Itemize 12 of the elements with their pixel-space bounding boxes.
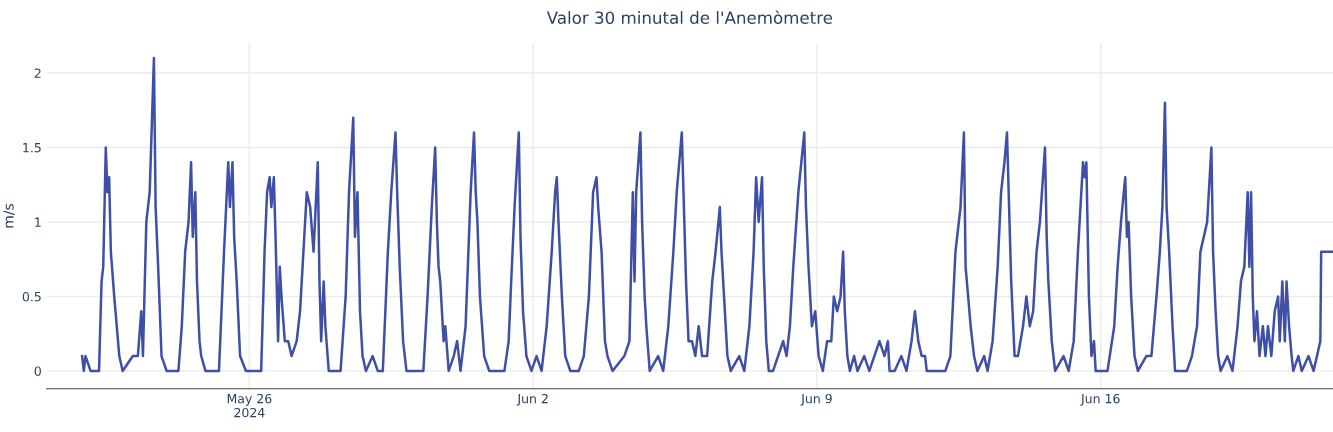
x-tick-label: Jun 9 bbox=[800, 393, 832, 406]
x-tick-label: Jun 16 bbox=[1080, 393, 1120, 406]
y-tick-label: 1.5 bbox=[23, 143, 41, 153]
chart-title: Valor 30 minutal de l'Anemòmetre bbox=[546, 10, 833, 24]
y-tick-label: 0.5 bbox=[22, 291, 41, 302]
y-tick-label: 2 bbox=[34, 68, 41, 78]
y-tick-label: 1 bbox=[35, 217, 41, 227]
y-axis-title: m/s bbox=[3, 203, 15, 228]
x-tick-label: May 26 2024 bbox=[227, 393, 272, 418]
y-tick-label: 0 bbox=[34, 366, 41, 376]
x-tick-label: Jun 2 bbox=[516, 393, 548, 406]
line-series bbox=[80, 56, 1333, 373]
